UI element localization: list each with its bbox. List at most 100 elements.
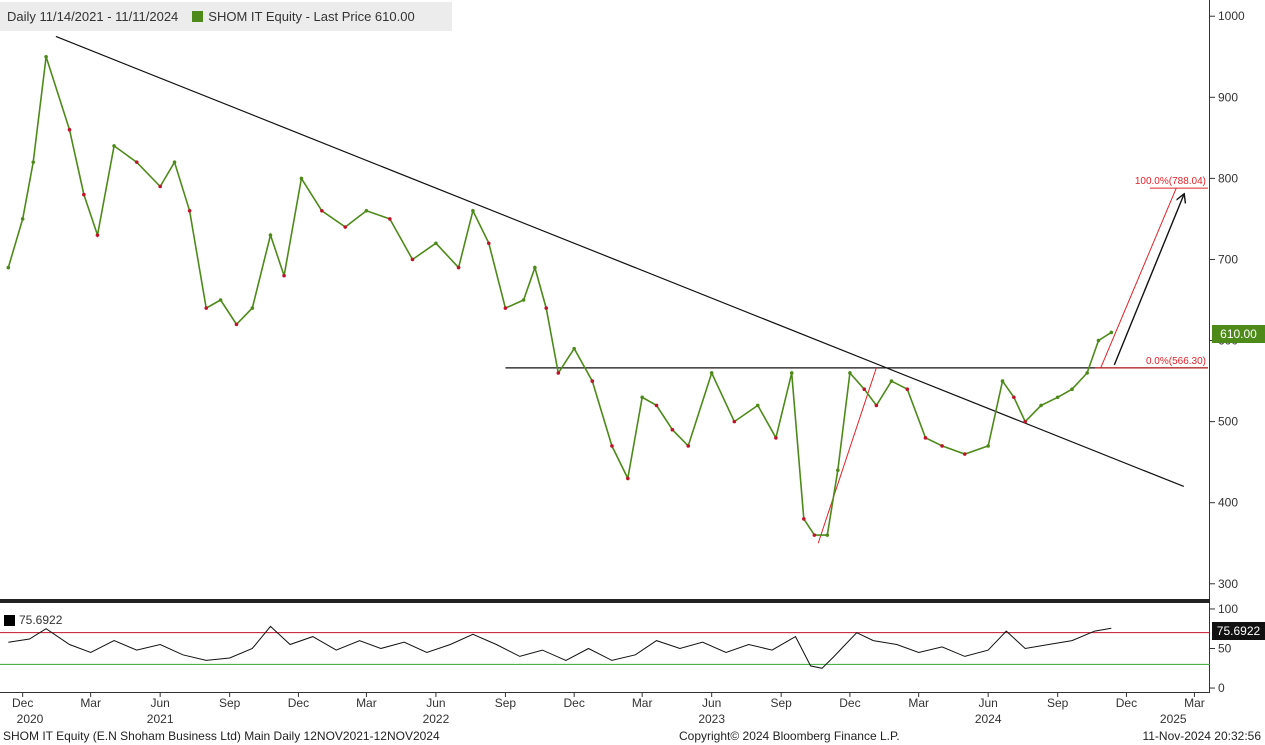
price-point — [1012, 395, 1016, 400]
price-point — [533, 265, 537, 270]
price-point — [388, 217, 392, 221]
price-point — [31, 160, 36, 164]
price-point — [320, 209, 324, 213]
rsi-value-tag: 75.6922 — [1212, 622, 1265, 640]
price-point — [812, 533, 817, 537]
price-point — [95, 233, 100, 237]
price-point — [610, 444, 614, 448]
price-point — [364, 209, 369, 213]
rsi-series-line — [8, 625, 1112, 669]
price-point — [670, 427, 675, 432]
price-point — [268, 233, 273, 237]
fib-level-label: 100.0%(788.04) — [1135, 176, 1206, 187]
month-tick-label: Jun — [426, 696, 445, 710]
month-tick-label: Sep — [495, 696, 517, 710]
price-point — [82, 192, 86, 197]
month-tick-label: Jun — [150, 696, 169, 710]
price-tick-label: 700 — [1218, 252, 1238, 266]
price-point — [20, 217, 25, 221]
price-point — [640, 395, 644, 400]
price-point — [486, 241, 491, 246]
price-point — [590, 379, 595, 383]
month-tick-label: Dec — [1116, 696, 1137, 710]
target-arrow — [1113, 195, 1184, 366]
price-point — [962, 452, 967, 456]
price-point — [456, 265, 461, 270]
price-point — [234, 322, 239, 327]
price-point — [889, 379, 894, 383]
price-point — [905, 387, 910, 391]
month-tick-label: Jun — [978, 696, 997, 710]
price-point — [204, 306, 209, 310]
price-point — [874, 403, 879, 408]
price-point — [112, 144, 116, 148]
price-point — [986, 444, 990, 448]
price-tick-label: 500 — [1218, 415, 1238, 429]
footer-copyright: Copyright© 2024 Bloomberg Finance L.P. — [679, 729, 900, 743]
price-point — [471, 209, 475, 213]
price-point — [521, 298, 526, 302]
month-tick-label: Dec — [563, 696, 584, 710]
trendline — [55, 35, 1185, 488]
price-tick-label: 900 — [1218, 90, 1238, 104]
last-price-tag: 610.00 — [1212, 325, 1265, 343]
rsi-tick-label: 100 — [1218, 602, 1238, 616]
year-tick-label: 2020 — [17, 712, 44, 726]
price-point — [654, 403, 659, 408]
year-tick-label: 2025 — [1160, 712, 1187, 726]
price-point — [1109, 330, 1114, 335]
year-tick-label: 2022 — [423, 712, 450, 726]
month-tick-label: Mar — [632, 696, 653, 710]
year-tick-label: 2024 — [975, 712, 1002, 726]
rsi-tick-label: 0 — [1218, 681, 1225, 695]
price-tick-label: 300 — [1218, 577, 1238, 591]
month-tick-label: Dec — [12, 696, 33, 710]
price-point — [134, 160, 139, 164]
price-series-line — [7, 56, 1112, 536]
price-point — [503, 306, 508, 310]
date-range-label: Daily 11/14/2021 - 11/11/2024 — [7, 9, 179, 24]
month-tick-label: Dec — [839, 696, 860, 710]
price-point — [940, 444, 944, 448]
month-tick-label: Jun — [702, 696, 721, 710]
rsi-legend-value: 75.6922 — [19, 613, 63, 627]
price-point — [410, 257, 415, 262]
series-swatch — [192, 11, 204, 22]
price-point — [250, 306, 255, 310]
panel-separator[interactable] — [0, 599, 1210, 603]
price-point — [862, 387, 867, 391]
price-tick-label: 400 — [1218, 496, 1238, 510]
fib-swing-line — [817, 367, 877, 544]
price-point — [556, 371, 561, 375]
rsi-swatch — [4, 614, 15, 626]
rsi-legend: 75.6922 — [4, 613, 62, 627]
month-tick-label: Mar — [908, 696, 929, 710]
footer-timestamp: 11-Nov-2024 20:32:56 — [1142, 729, 1261, 743]
chart-legend: Daily 11/14/2021 - 11/11/2024 SHOM IT Eq… — [0, 2, 452, 31]
price-point — [836, 468, 840, 473]
price-point — [1085, 371, 1089, 375]
price-point — [158, 184, 162, 189]
month-tick-label: Sep — [770, 696, 792, 710]
price-point — [299, 176, 304, 181]
footer-security: SHOM IT Equity (E.N Shoham Business Ltd)… — [3, 729, 440, 743]
price-point — [923, 436, 928, 440]
fib-projection-line — [1100, 187, 1177, 369]
fib-level-label: 0.0%(566.30) — [1146, 356, 1206, 367]
price-point — [802, 517, 806, 521]
month-tick-label: Mar — [1184, 696, 1205, 710]
price-point — [732, 419, 737, 424]
price-point — [572, 346, 576, 351]
month-tick-label: Mar — [356, 696, 377, 710]
rsi-tick-label: 50 — [1218, 642, 1232, 656]
series-label: SHOM IT Equity - Last Price 610.00 — [208, 9, 415, 24]
price-point — [6, 265, 11, 270]
price-point — [343, 225, 348, 229]
price-point — [282, 273, 286, 278]
price-point — [789, 371, 794, 375]
price-point — [544, 306, 549, 310]
price-point — [848, 371, 852, 375]
month-tick-label: Sep — [1047, 696, 1069, 710]
price-point — [1039, 403, 1043, 408]
